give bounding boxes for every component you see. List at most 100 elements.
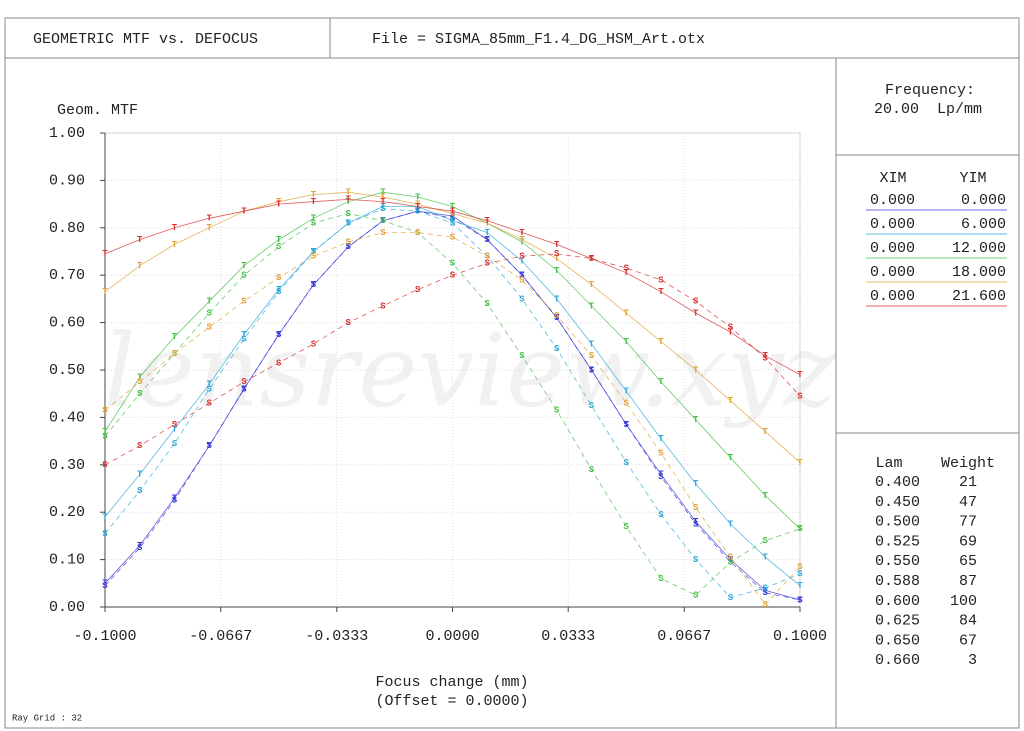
mtf-marker: S <box>172 349 178 359</box>
mtf-marker: S <box>207 308 213 318</box>
lambda-cell: 0.588 <box>875 573 920 590</box>
mtf-curve <box>104 208 801 598</box>
yim-cell: 12.000 <box>952 240 1006 257</box>
mtf-marker: T <box>241 261 247 271</box>
mtf-marker: T <box>346 218 352 228</box>
mtf-marker: T <box>658 337 664 347</box>
mtf-marker: T <box>589 254 595 264</box>
mtf-marker: S <box>346 218 352 228</box>
mtf-marker: S <box>241 377 247 387</box>
mtf-marker: S <box>554 344 560 354</box>
mtf-marker: T <box>207 214 213 224</box>
mtf-marker: T <box>137 372 143 382</box>
mtf-marker: T <box>311 190 317 200</box>
mtf-marker: T <box>241 207 247 217</box>
mtf-marker: S <box>693 555 699 565</box>
mtf-marker: T <box>276 285 282 295</box>
mtf-marker: T <box>519 256 525 266</box>
lambda-cell: 0.625 <box>875 613 920 630</box>
mtf-marker: S <box>485 299 491 309</box>
mtf-marker: T <box>346 188 352 198</box>
weight-cell: 65 <box>959 553 977 570</box>
mtf-marker: S <box>658 574 664 584</box>
mtf-marker: T <box>380 202 386 212</box>
y-tick-label: 0.50 <box>49 362 85 379</box>
y-tick-label: 0.30 <box>49 457 85 474</box>
mtf-marker: T <box>137 235 143 245</box>
mtf-marker: S <box>485 259 491 269</box>
mtf-marker: S <box>311 218 317 228</box>
lambda-cell: 0.660 <box>875 652 920 669</box>
x-tick-label: -0.1000 <box>73 628 136 645</box>
mtf-marker: S <box>589 351 595 361</box>
weight-cell: 87 <box>959 573 977 590</box>
mtf-marker: T <box>137 261 143 271</box>
mtf-marker: T <box>485 218 491 228</box>
mtf-marker: T <box>415 202 421 212</box>
mtf-marker: S <box>728 593 734 603</box>
y-tick-label: 0.20 <box>49 504 85 521</box>
mtf-marker: S <box>658 472 664 482</box>
mtf-marker: T <box>693 415 699 425</box>
mtf-marker: T <box>346 197 352 207</box>
mtf-marker: S <box>624 263 630 273</box>
mtf-marker: T <box>450 207 456 217</box>
mtf-marker: S <box>137 389 143 399</box>
mtf-marker: S <box>172 349 178 359</box>
mtf-marker: T <box>658 470 664 480</box>
mtf-marker: T <box>728 396 734 406</box>
mtf-marker: T <box>311 247 317 257</box>
mtf-marker: T <box>207 380 213 390</box>
mtf-marker: S <box>589 365 595 375</box>
mtf-marker: S <box>554 406 560 416</box>
mtf-marker: S <box>137 543 143 553</box>
mtf-marker: T <box>172 332 178 342</box>
weight-cell: 77 <box>959 514 977 531</box>
mtf-marker: S <box>346 318 352 328</box>
y-tick-label: 0.00 <box>49 599 85 616</box>
mtf-marker: T <box>589 339 595 349</box>
mtf-marker: S <box>693 591 699 601</box>
mtf-marker: S <box>658 510 664 520</box>
mtf-marker: S <box>693 503 699 513</box>
yim-cell: 6.000 <box>961 216 1006 233</box>
lambda-cell: 0.500 <box>875 514 920 531</box>
mtf-marker: S <box>589 401 595 411</box>
mtf-marker: S <box>346 209 352 219</box>
lambda-cell: 0.650 <box>875 632 920 649</box>
mtf-marker: T <box>415 192 421 202</box>
mtf-marker: T <box>311 197 317 207</box>
mtf-marker: S <box>241 384 247 394</box>
mtf-marker: S <box>380 301 386 311</box>
mtf-marker: S <box>311 280 317 290</box>
mtf-marker: T <box>763 553 769 563</box>
mtf-marker: S <box>102 406 108 416</box>
mtf-marker: S <box>763 588 769 598</box>
x-axis-sublabel: (Offset = 0.0000) <box>375 693 528 710</box>
mtf-marker: S <box>797 569 803 579</box>
mtf-marker: S <box>102 432 108 442</box>
mtf-marker: T <box>207 297 213 307</box>
mtf-marker: S <box>380 216 386 226</box>
mtf-marker: S <box>797 391 803 401</box>
mtf-marker: T <box>658 377 664 387</box>
mtf-marker: T <box>693 365 699 375</box>
weight-cell: 3 <box>968 652 977 669</box>
mtf-marker: T <box>658 434 664 444</box>
mtf-marker: S <box>450 271 456 281</box>
mtf-marker: T <box>728 453 734 463</box>
mtf-marker: S <box>415 228 421 238</box>
mtf-marker: S <box>658 275 664 285</box>
frequency-label: Frequency: <box>885 82 975 99</box>
mtf-marker: S <box>276 358 282 368</box>
xim-cell: 0.000 <box>870 216 915 233</box>
yim-cell: 0.000 <box>961 192 1006 209</box>
mtf-marker: S <box>624 458 630 468</box>
weight-cell: 69 <box>959 533 977 550</box>
mtf-marker: S <box>102 529 108 539</box>
mtf-marker: S <box>241 297 247 307</box>
mtf-marker: T <box>137 541 143 551</box>
mtf-marker: S <box>102 460 108 470</box>
mtf-marker: T <box>102 579 108 589</box>
mtf-marker: T <box>485 228 491 238</box>
